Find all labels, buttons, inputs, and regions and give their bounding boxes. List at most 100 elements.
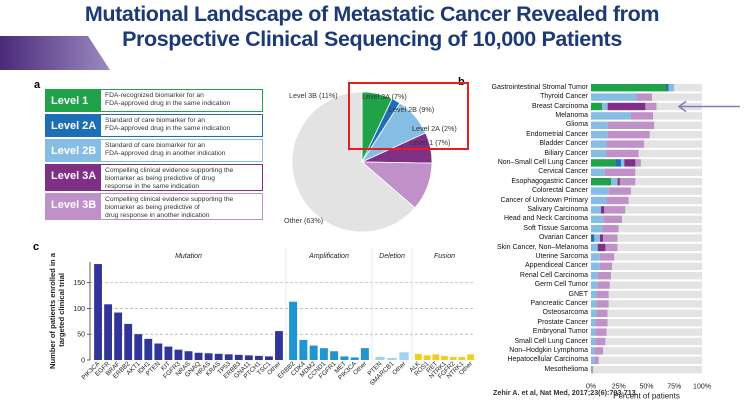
bar-segment — [624, 159, 636, 167]
bar-segment — [591, 121, 608, 129]
level-description-line: Compelling clinical evidence supporting … — [105, 196, 234, 203]
category-label: Soft Tissue Sarcoma — [523, 224, 588, 232]
bar-remainder — [608, 290, 702, 299]
bar-segment — [599, 234, 604, 242]
bar-segment — [591, 140, 607, 148]
bar-segment — [645, 102, 657, 111]
bar-segment — [591, 253, 600, 261]
bar-remainder — [653, 112, 702, 120]
bar-segment — [591, 366, 594, 374]
category-label: Pancreatic Cancer — [530, 300, 588, 307]
bar-segment — [607, 102, 646, 111]
bar-segment — [591, 281, 598, 289]
category-label: Osteosarcoma — [542, 309, 588, 317]
category-label: Hepatocellular Carcinoma — [507, 356, 588, 364]
level-row: Level 2B Standard of care biomarker for a… — [45, 139, 263, 162]
bar-segment — [605, 243, 618, 252]
pie-slice — [291, 91, 416, 233]
bar-segment — [591, 178, 611, 186]
level-description-line: response in the same indication — [105, 183, 200, 190]
gene-bar — [94, 264, 102, 360]
gene-bar — [254, 355, 263, 360]
x-tick-label: 75% — [667, 383, 681, 390]
gene-bar — [360, 348, 369, 360]
gene-bar — [204, 353, 213, 360]
category-label: Prostate Cancer — [537, 318, 588, 326]
gene-bar — [449, 356, 457, 360]
bar-segment — [591, 347, 595, 355]
bar-segment — [604, 206, 626, 214]
gene-bar — [214, 353, 223, 360]
bar-segment — [596, 309, 608, 317]
gene-bar — [319, 348, 328, 360]
level-row: Level 3B Compelling clinical evidence sup… — [45, 193, 263, 220]
gene-bar — [340, 356, 349, 360]
gene-bar — [174, 349, 183, 360]
bar-segment — [591, 262, 600, 270]
level-name: Level 3A — [46, 165, 101, 190]
gene-bar — [154, 343, 163, 360]
bar-segment — [595, 337, 606, 346]
bar-segment — [595, 319, 608, 327]
category-label: Bladder Cancer — [539, 140, 588, 148]
bar-remainder — [630, 187, 702, 195]
category-label: Uterine Sarcoma — [535, 253, 588, 260]
group-title: Fusion — [434, 253, 455, 260]
category-label: Glioma — [565, 121, 588, 129]
gene-bar — [164, 346, 173, 360]
category-label: Gastrointestinal Stromal Tumor — [491, 83, 588, 91]
level-description-line: FDA-approved drug in the same indication — [105, 125, 231, 132]
bar-segment — [606, 140, 645, 148]
bar-segment — [594, 347, 604, 355]
bar-remainder — [614, 253, 702, 261]
level-name: Level 2B — [46, 140, 101, 161]
gene-bar — [289, 301, 298, 360]
category-label: Esophagogastric Cancer — [511, 177, 588, 185]
bar-remainder — [644, 140, 702, 148]
bar-segment — [603, 234, 618, 242]
bar-remainder — [606, 328, 702, 336]
bar-segment — [591, 272, 598, 280]
bar-remainder — [607, 309, 702, 317]
bar-remainder — [612, 262, 702, 270]
y-tick-label: 0 — [81, 358, 85, 365]
bar-remainder — [605, 337, 702, 346]
level-description-line: biomarker as being predictive of — [105, 204, 200, 211]
bar-segment — [591, 206, 601, 214]
bar-segment — [591, 225, 603, 233]
level-name: Level 2A — [46, 115, 101, 136]
category-label: GNET — [568, 290, 588, 298]
x-tick-label: 50% — [639, 383, 653, 390]
bar-segment — [591, 319, 596, 327]
gene-bar — [441, 355, 448, 360]
bar-segment — [591, 187, 609, 195]
highlight-box — [348, 82, 469, 150]
bar-segment — [597, 272, 611, 280]
bar-remainder — [652, 93, 702, 101]
bar-segment — [615, 159, 621, 167]
level-description-line: biomarker as being predictive of drug — [105, 175, 216, 182]
level-name: Level 3B — [46, 194, 101, 219]
slide-title-line1: Mutational Landscape of Metastatic Cance… — [84, 2, 660, 26]
category-label: Biliary Cancer — [544, 149, 588, 157]
category-label: Melanoma — [555, 112, 588, 119]
x-axis-label: Percent of patients — [613, 391, 680, 400]
bar-segment — [591, 102, 603, 111]
bar-remainder — [607, 319, 702, 327]
bar-segment — [617, 178, 620, 186]
gene-bar — [234, 354, 243, 360]
category-label: Renal Cell Carcinoma — [519, 271, 588, 279]
bar-segment — [594, 234, 600, 242]
bar-segment — [591, 234, 595, 242]
corner-decoration — [0, 36, 110, 70]
citation: Zehir A. et al, Nat Med, 2017;23(6):703-… — [493, 388, 638, 397]
bar-remainder — [625, 206, 702, 214]
bar-segment — [607, 121, 655, 129]
gene-bar — [184, 351, 193, 360]
category-label: Endometrial Cancer — [526, 130, 588, 138]
x-tick-label: 0% — [586, 383, 596, 390]
gene-bar — [299, 339, 308, 360]
bar-segment — [591, 290, 597, 299]
bar-segment — [635, 159, 641, 167]
group-title: Amplification — [308, 253, 349, 260]
